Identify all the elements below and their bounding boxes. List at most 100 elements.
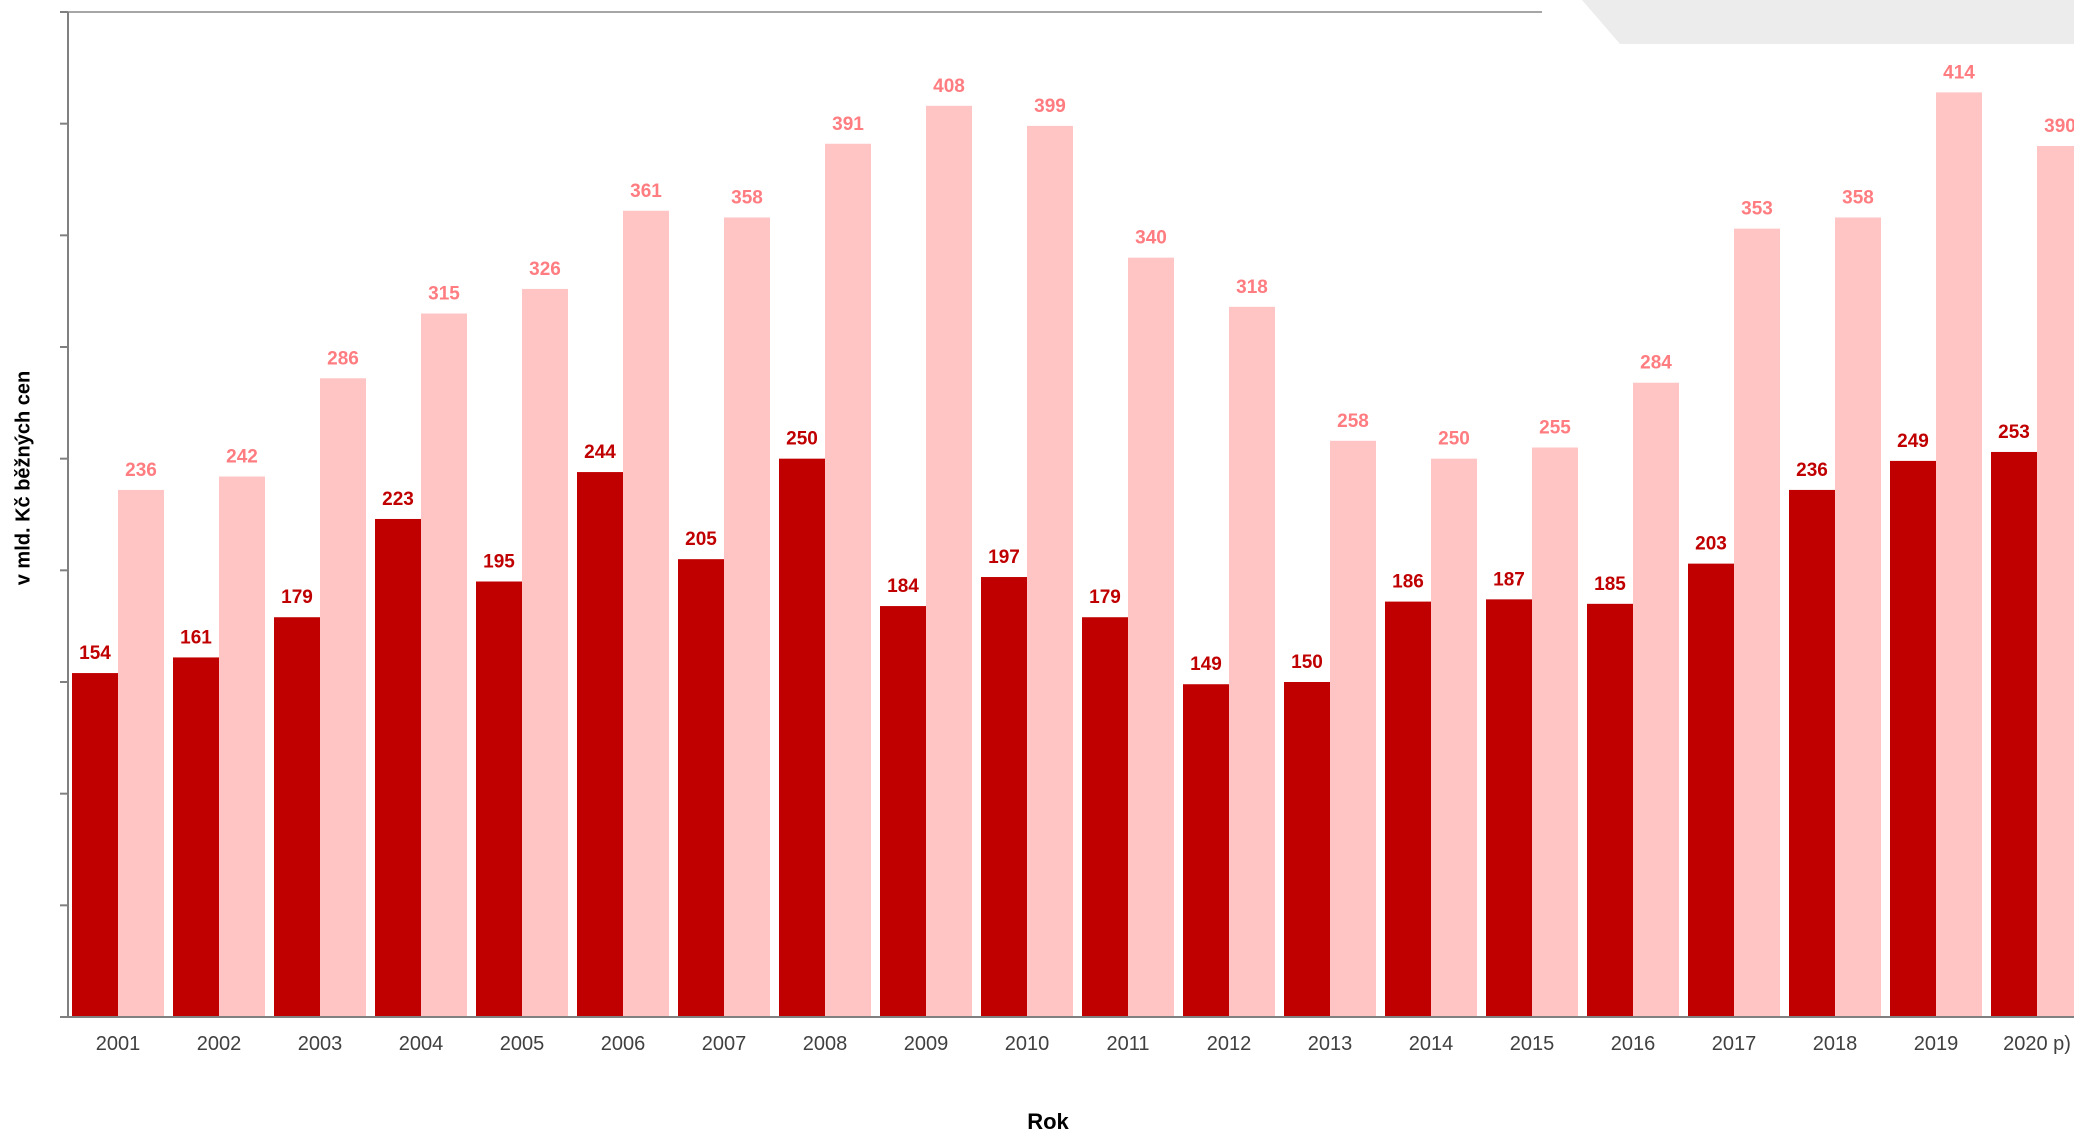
x-tick-label: 2014	[1409, 1033, 1454, 1055]
data-label-series-1: 205	[685, 529, 717, 550]
bar-series-2	[2037, 146, 2074, 1017]
data-label-series-1: 195	[483, 552, 515, 573]
data-label-series-2: 391	[832, 114, 864, 135]
data-label-series-2: 236	[125, 460, 157, 481]
data-label-series-1: 187	[1493, 569, 1525, 590]
data-label-series-1: 203	[1695, 534, 1727, 555]
y-axis-title: v mld. Kč běžných cen	[12, 370, 35, 586]
data-label-series-2: 318	[1236, 277, 1268, 298]
data-label-series-2: 358	[1842, 187, 1874, 208]
data-label-series-1: 179	[281, 587, 313, 608]
data-label-series-2: 286	[327, 348, 359, 369]
x-tick-label: 2015	[1510, 1033, 1555, 1055]
x-tick-label: 2001	[96, 1033, 141, 1055]
data-label-series-1: 197	[988, 547, 1020, 568]
data-label-series-2: 284	[1640, 353, 1672, 374]
bar-series-2	[320, 378, 366, 1017]
data-label-series-1: 244	[584, 442, 616, 463]
bar-series-2	[926, 105, 972, 1018]
data-label-series-2: 258	[1337, 411, 1369, 432]
x-tick-label: 2006	[601, 1033, 646, 1055]
data-label-series-2: 414	[1943, 62, 1975, 83]
bar-series-1	[173, 657, 219, 1017]
data-label-series-2: 361	[630, 181, 662, 202]
bar-series-1	[678, 559, 724, 1017]
bar-series-2	[421, 313, 467, 1017]
data-label-series-1: 186	[1392, 572, 1424, 593]
x-tick-label: 2010	[1005, 1033, 1050, 1055]
x-tick-label: 2003	[298, 1033, 343, 1055]
bar-series-2	[219, 476, 265, 1017]
legend-background	[1582, 0, 2074, 44]
bar-series-1	[880, 606, 926, 1017]
data-label-series-1: 185	[1594, 574, 1626, 595]
bar-series-1	[274, 617, 320, 1017]
data-label-series-1: 154	[79, 643, 111, 664]
bar-series-1	[1385, 601, 1431, 1017]
data-label-series-1: 249	[1897, 431, 1929, 452]
bar-series-2	[118, 489, 164, 1017]
x-tick-label: 2011	[1106, 1033, 1149, 1055]
data-label-series-1: 179	[1089, 587, 1121, 608]
data-label-series-2: 326	[529, 259, 561, 280]
data-label-series-2: 250	[1438, 429, 1470, 450]
bar-series-1	[72, 673, 118, 1017]
bar-series-2	[1633, 382, 1679, 1017]
x-tick-label: 2005	[500, 1033, 545, 1055]
x-tick-label: 2016	[1611, 1033, 1656, 1055]
bar-series-1	[1082, 617, 1128, 1017]
x-tick-label: 2019	[1914, 1033, 1959, 1055]
bar-series-1	[1284, 682, 1330, 1017]
data-label-series-1: 250	[786, 429, 818, 450]
data-label-series-2: 315	[428, 284, 460, 305]
data-label-series-2: 408	[933, 76, 965, 97]
bar-series-1	[779, 458, 825, 1018]
bar-series-1	[577, 472, 623, 1018]
data-label-series-2: 340	[1135, 228, 1167, 249]
x-tick-label: 2017	[1712, 1033, 1757, 1055]
bar-series-2	[1532, 447, 1578, 1017]
bar-series-2	[1936, 92, 1982, 1017]
x-tick-label: 2018	[1813, 1033, 1858, 1055]
bar-series-2	[1431, 458, 1477, 1018]
data-label-series-2: 399	[1034, 96, 1066, 117]
bar-series-2	[1330, 440, 1376, 1017]
bar-series-1	[1587, 603, 1633, 1017]
data-label-series-1: 150	[1291, 652, 1323, 673]
x-tick-label: 2012	[1207, 1033, 1252, 1055]
bar-series-2	[1027, 125, 1073, 1017]
x-tick-label: 2013	[1308, 1033, 1353, 1055]
data-label-series-2: 255	[1539, 418, 1571, 439]
bar-series-2	[1128, 257, 1174, 1018]
bar-series-1	[1486, 599, 1532, 1017]
bar-series-1	[1890, 460, 1936, 1017]
bar-series-1	[1688, 563, 1734, 1017]
data-label-series-2: 353	[1741, 199, 1773, 220]
data-label-series-1: 149	[1190, 654, 1222, 675]
data-label-series-1: 253	[1998, 422, 2030, 443]
x-tick-label: 2007	[702, 1033, 747, 1055]
x-tick-label: 2020 p)	[2003, 1033, 2071, 1055]
bar-series-1	[981, 577, 1027, 1017]
bar-series-2	[1835, 217, 1881, 1017]
bar-series-1	[1789, 489, 1835, 1017]
bar-series-1	[1183, 684, 1229, 1017]
data-label-series-1: 236	[1796, 460, 1828, 481]
bar-series-1	[375, 518, 421, 1017]
x-tick-label: 2008	[803, 1033, 848, 1055]
data-label-series-1: 161	[180, 627, 212, 648]
bar-series-2	[724, 217, 770, 1017]
data-label-series-1: 184	[887, 576, 919, 597]
data-label-series-2: 242	[226, 447, 258, 468]
data-label-series-1: 223	[382, 489, 414, 510]
bar-series-2	[522, 288, 568, 1017]
bar-series-2	[825, 143, 871, 1017]
bar-series-2	[623, 210, 669, 1017]
data-label-series-2: 358	[731, 187, 763, 208]
x-tick-label: 2004	[399, 1033, 444, 1055]
bar-series-2	[1229, 306, 1275, 1017]
x-tick-label: 2009	[904, 1033, 949, 1055]
bar-series-1	[1991, 451, 2037, 1017]
